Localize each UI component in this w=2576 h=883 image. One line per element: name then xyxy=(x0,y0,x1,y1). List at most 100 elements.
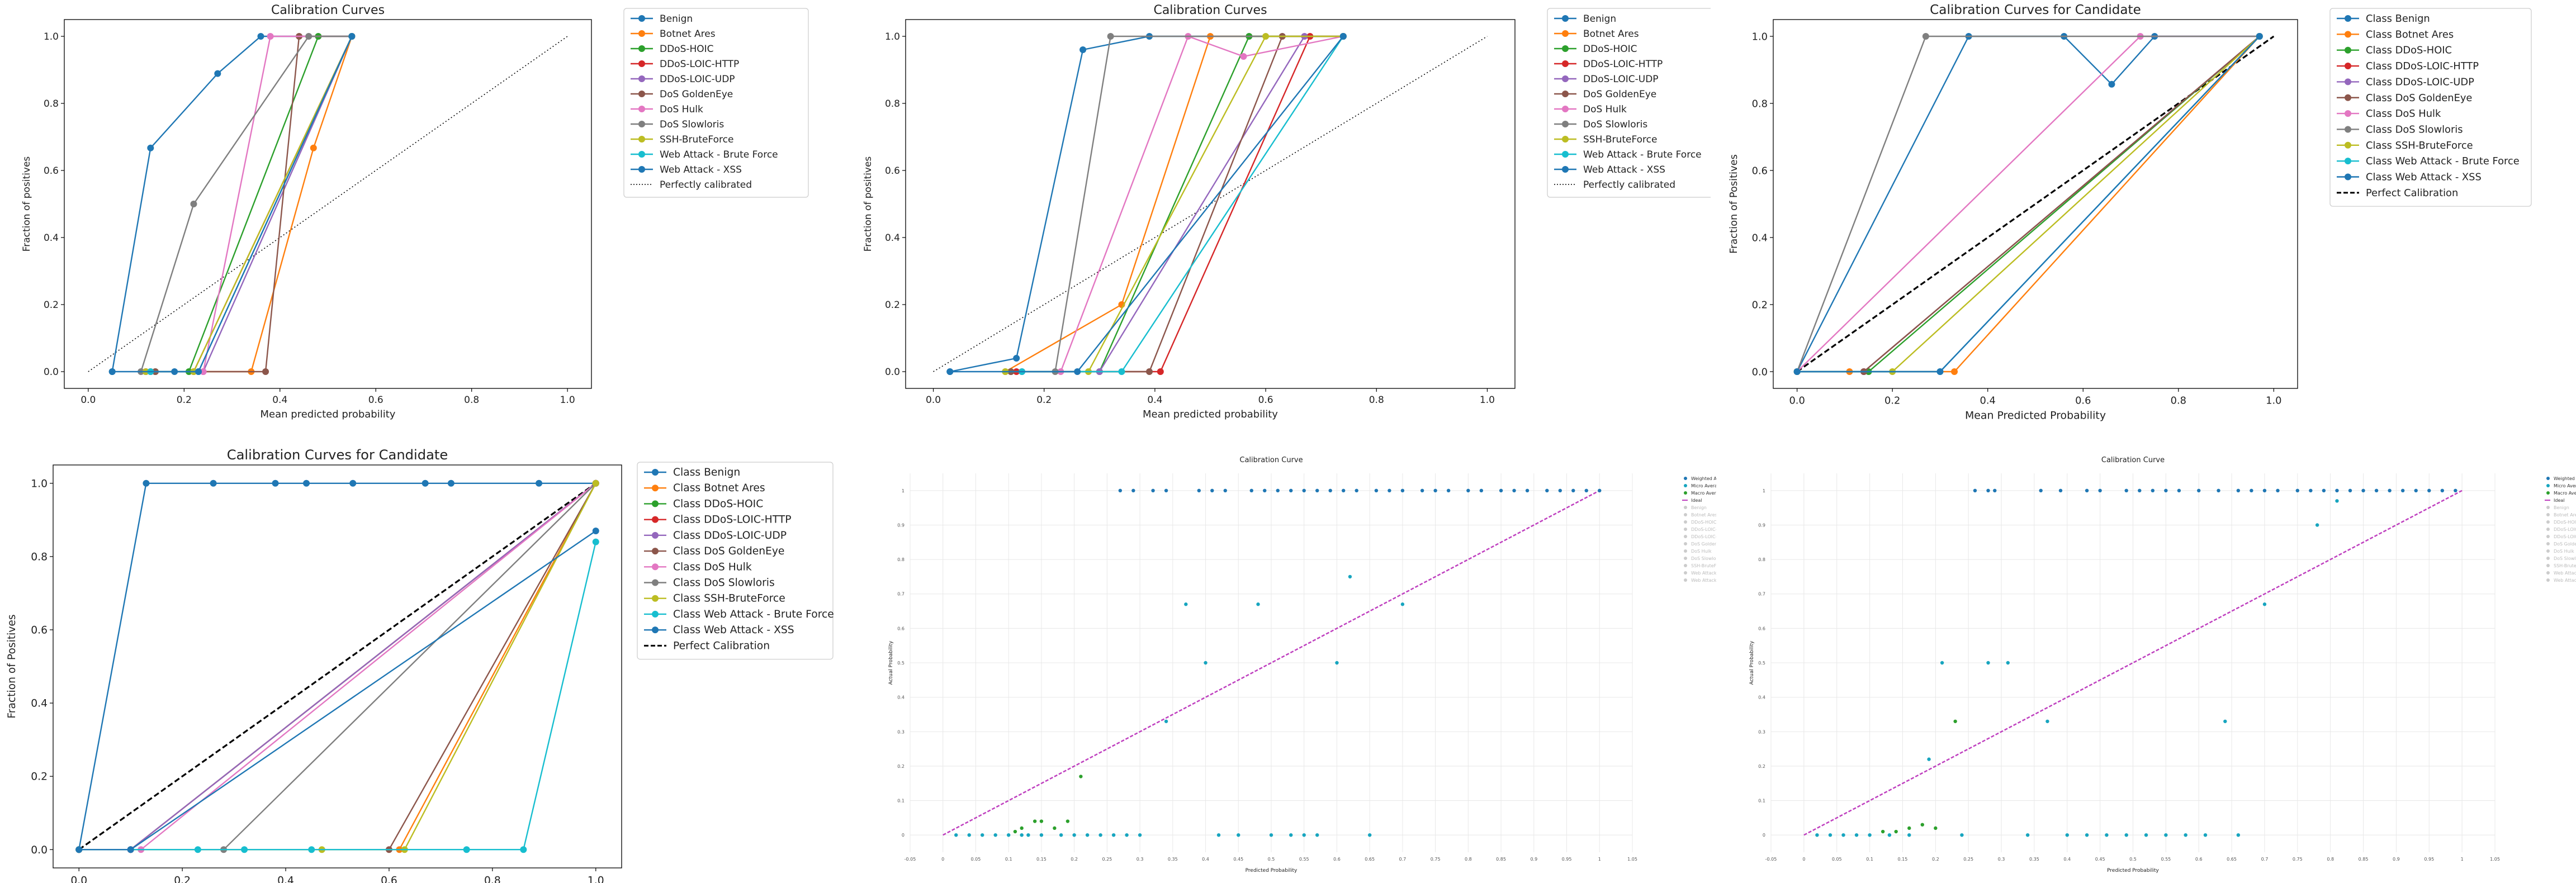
x-tick-label: 0.55 xyxy=(1299,857,1309,862)
legend-marker xyxy=(2345,78,2351,86)
chart-title: Calibration Curve xyxy=(2101,456,2165,464)
legend-label: Class DoS Slowloris xyxy=(2366,124,2463,135)
series-0-point xyxy=(303,480,310,487)
x-tick-label: 0.2 xyxy=(1932,857,1939,862)
legend-swatch xyxy=(2546,528,2550,531)
y-tick-label: 1.0 xyxy=(885,31,900,42)
scatter-point-0 xyxy=(2388,488,2392,493)
legend-label: DDoS-LOIC-HTTP xyxy=(1691,527,1716,532)
scatter-point-1 xyxy=(1098,833,1102,837)
y-axis-label: Fraction of positives xyxy=(863,156,874,252)
y-tick-label: 0.4 xyxy=(897,695,905,700)
series-10-point xyxy=(1793,368,1801,375)
scatter-point-1 xyxy=(1887,833,1892,837)
y-tick-label: 0.6 xyxy=(897,626,905,631)
series-0-point xyxy=(447,480,454,487)
legend-label: Benign xyxy=(1583,13,1616,25)
y-tick-label: 0.6 xyxy=(1752,165,1768,177)
legend-label: Perfect Calibration xyxy=(2366,187,2458,199)
scatter-point-1 xyxy=(1986,661,1990,665)
scatter-point-1 xyxy=(1828,833,1832,837)
series-0-point xyxy=(349,480,357,487)
scatter-point-0 xyxy=(1598,488,1602,493)
series-6-point xyxy=(267,33,274,40)
scatter-point-1 xyxy=(1302,833,1306,837)
y-tick-label: 0.0 xyxy=(1752,366,1768,378)
scatter-point-1 xyxy=(1907,833,1911,837)
series-0-point xyxy=(257,33,264,40)
legend-label: Web Attack - XSS xyxy=(1583,164,1665,175)
series-line-10 xyxy=(950,36,1344,373)
y-tick-label: 0.8 xyxy=(44,98,59,110)
legend-label: Botnet Ares xyxy=(2554,512,2576,518)
legend-marker xyxy=(638,30,645,37)
x-tick-label: 0.45 xyxy=(2095,857,2105,862)
legend-marker xyxy=(2345,141,2351,149)
calibration-chart-1: Calibration Curves 0.0 0.2 0.4 0.6 0.8 1.0 0.0 0… xyxy=(21,3,809,420)
legend-swatch xyxy=(2546,477,2550,480)
scatter-point-0 xyxy=(2138,488,2142,493)
scatter-point-0 xyxy=(2361,488,2365,493)
legend-label: DDoS-LOIC-HTTP xyxy=(1583,59,1663,70)
series-10-point xyxy=(195,368,202,375)
scatter-point-0 xyxy=(2348,488,2352,493)
scatter-point-0 xyxy=(2427,488,2431,493)
series-9-point xyxy=(308,846,315,853)
y-tick-label: 0.9 xyxy=(897,523,905,528)
scatter-point-2 xyxy=(1079,775,1083,778)
legend-box xyxy=(623,8,809,198)
series-0-point xyxy=(2108,80,2115,88)
legend-swatch xyxy=(2546,578,2550,582)
legend-label: DDoS-LOIC-UDP xyxy=(660,74,735,85)
scatter-point-1 xyxy=(1039,833,1044,837)
legend-label: Macro Average xyxy=(2554,491,2576,496)
legend-label: Perfectly calibrated xyxy=(1583,179,1675,191)
x-tick-label: 0 xyxy=(1802,857,1805,862)
plot-content xyxy=(88,33,568,375)
legend-label: Class Benign xyxy=(2366,13,2430,25)
scatter-point-1 xyxy=(2236,833,2241,837)
series-10-point xyxy=(127,846,134,853)
legend: Weighted Average Micro Average Macro Avera… xyxy=(1682,476,1716,583)
x-tick-label: 0.6 xyxy=(368,395,383,406)
legend-marker xyxy=(652,610,659,618)
legend-label: Weighted Average xyxy=(1691,476,1716,481)
y-tick-label: 0.0 xyxy=(885,367,900,378)
legend-marker xyxy=(2345,173,2351,181)
y-tick-label: 0.1 xyxy=(1758,799,1765,804)
series-1-point xyxy=(1951,368,1958,375)
legend-marker xyxy=(652,563,659,571)
scatter-point-1 xyxy=(2203,833,2208,837)
y-tick-label: 0.4 xyxy=(1752,232,1768,244)
series-10-point xyxy=(1074,368,1081,375)
y-axis-label: Fraction of Positives xyxy=(1728,154,1740,254)
legend-swatch xyxy=(1684,564,1687,567)
x-tick-label: 0.4 xyxy=(1980,395,1996,406)
y-tick-label: 0.6 xyxy=(885,165,900,177)
scatter-point-0 xyxy=(1433,488,1437,493)
scatter-point-0 xyxy=(1525,488,1530,493)
x-tick-label: 0.8 xyxy=(2327,857,2334,862)
y-tick-label: 0.8 xyxy=(897,557,905,562)
series-6-point xyxy=(200,368,207,375)
x-tick-label: 0.6 xyxy=(2075,395,2091,406)
x-tick-label: 0.05 xyxy=(1832,857,1842,862)
legend-marker xyxy=(652,595,659,602)
scatter-point-0 xyxy=(1315,488,1319,493)
plot-frame xyxy=(64,19,592,389)
scatter-point-0 xyxy=(1545,488,1549,493)
x-tick-label: 0.25 xyxy=(1102,857,1112,862)
scatter-point-0 xyxy=(1342,488,1346,493)
series-line-0 xyxy=(111,35,352,372)
legend-marker xyxy=(652,469,659,476)
x-tick-label: 0 xyxy=(941,857,944,862)
legend-label: DDoS-HOIC xyxy=(660,44,714,55)
x-tick-label: 1.0 xyxy=(560,395,575,406)
legend-label: DoS Slowloris xyxy=(1691,556,1716,561)
scatter-point-1 xyxy=(1072,833,1076,837)
scatter-point-0 xyxy=(1499,488,1503,493)
legend-label: DDoS-LOIC-UDP xyxy=(2554,534,2576,539)
series-line-2 xyxy=(1797,36,2260,373)
scatter-point-0 xyxy=(1512,488,1516,493)
series-3-point xyxy=(1157,368,1164,375)
